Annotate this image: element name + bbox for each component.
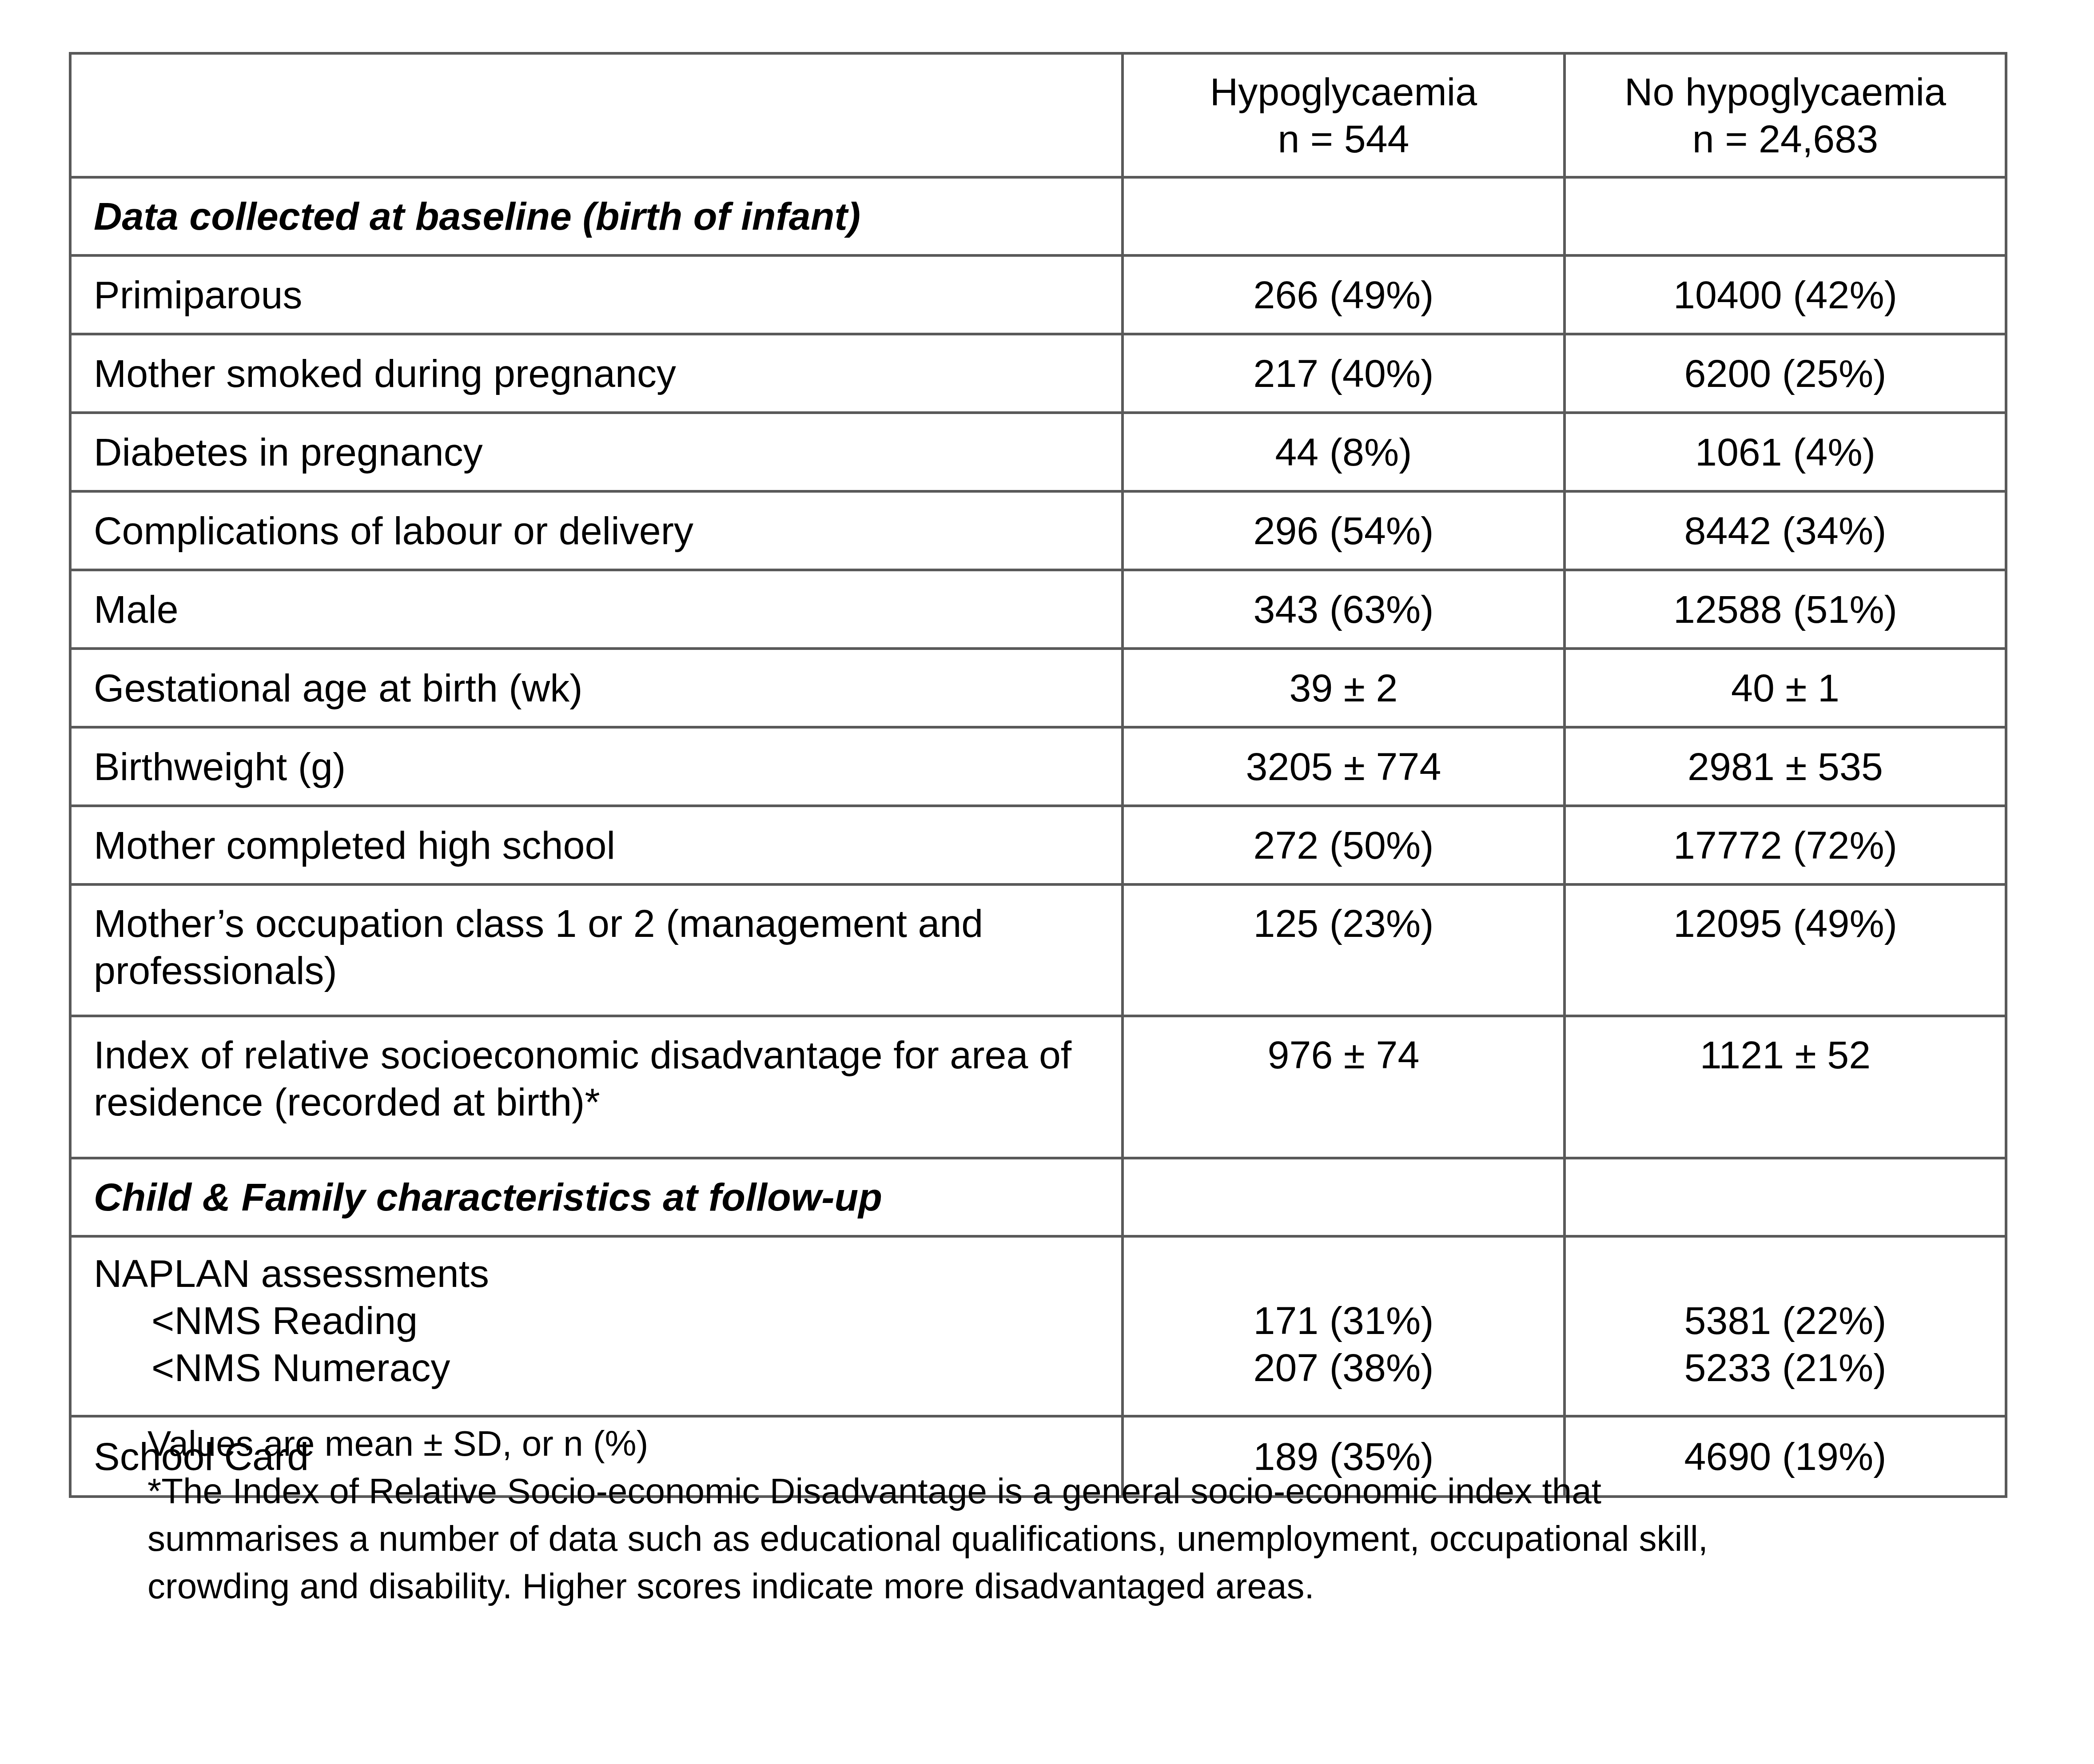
row-label: NAPLAN assessments <NMS Reading <NMS Num… <box>70 1236 1123 1416</box>
spacer-line <box>1128 1250 1559 1297</box>
table-row-mother-high-school: Mother completed high school 272 (50%) 1… <box>70 806 2006 884</box>
cell-no-hypo: 2981 ± 535 <box>1565 727 2006 806</box>
table-row-gestational-age: Gestational age at birth (wk) 39 ± 2 40 … <box>70 649 2006 727</box>
header-empty-cell <box>70 53 1123 177</box>
footnote-asterisk-line-3: crowding and disability. Higher scores i… <box>147 1562 1708 1610</box>
row-label: Complications of labour or delivery <box>70 491 1123 570</box>
table-row-mother-smoked: Mother smoked during pregnancy 217 (40%)… <box>70 334 2006 413</box>
table-footnotes: Values are mean ± SD, or n (%) *The Inde… <box>147 1420 1708 1610</box>
cell-no-hypo: 10400 (42%) <box>1565 255 2006 334</box>
cell-hypo: 44 (8%) <box>1123 413 1565 491</box>
row-label: Mother smoked during pregnancy <box>70 334 1123 413</box>
cell-no-hypo: 6200 (25%) <box>1565 334 2006 413</box>
cell-no-hypo: 8442 (34%) <box>1565 491 2006 570</box>
header-no-hypoglycaemia-title: No hypoglycaemia <box>1570 68 2000 115</box>
table-row-socioeconomic-index: Index of relative socioeconomic disadvan… <box>70 1016 2006 1158</box>
section-label: Child & Family characteristics at follow… <box>70 1158 1123 1236</box>
naplan-numeracy-no-hypo: 5233 (21%) <box>1570 1344 2000 1391</box>
cell-no-hypo: 12095 (49%) <box>1565 884 2006 1016</box>
row-label: Diabetes in pregnancy <box>70 413 1123 491</box>
header-hypoglycaemia: Hypoglycaemia n = 544 <box>1123 53 1565 177</box>
naplan-numeracy-label: <NMS Numeracy <box>94 1344 1105 1391</box>
cell-no-hypo: 1061 (4%) <box>1565 413 2006 491</box>
baseline-characteristics-table: Hypoglycaemia n = 544 No hypoglycaemia n… <box>69 52 2007 1498</box>
cell-hypo: 125 (23%) <box>1123 884 1565 1016</box>
table-row-mother-occupation: Mother’s occupation class 1 or 2 (manage… <box>70 884 2006 1016</box>
table-row-naplan: NAPLAN assessments <NMS Reading <NMS Num… <box>70 1236 2006 1416</box>
footnote-asterisk-line-1: *The Index of Relative Socio-economic Di… <box>147 1467 1708 1515</box>
cell-no-hypo: 17772 (72%) <box>1565 806 2006 884</box>
row-label: Index of relative socioeconomic disadvan… <box>70 1016 1123 1158</box>
row-label: Mother completed high school <box>70 806 1123 884</box>
row-label: Gestational age at birth (wk) <box>70 649 1123 727</box>
empty-cell <box>1123 177 1565 255</box>
table-row-primiparous: Primiparous 266 (49%) 10400 (42%) <box>70 255 2006 334</box>
footnote-asterisk-line-2: summarises a number of data such as educ… <box>147 1515 1708 1562</box>
section-row-baseline: Data collected at baseline (birth of inf… <box>70 177 2006 255</box>
table-header-row: Hypoglycaemia n = 544 No hypoglycaemia n… <box>70 53 2006 177</box>
empty-cell <box>1123 1158 1565 1236</box>
header-no-hypoglycaemia-n: n = 24,683 <box>1570 115 2000 163</box>
naplan-numeracy-hypo: 207 (38%) <box>1128 1344 1559 1391</box>
cell-hypo: 266 (49%) <box>1123 255 1565 334</box>
cell-hypo: 272 (50%) <box>1123 806 1565 884</box>
cell-no-hypo: 40 ± 1 <box>1565 649 2006 727</box>
section-row-followup: Child & Family characteristics at follow… <box>70 1158 2006 1236</box>
row-label: Primiparous <box>70 255 1123 334</box>
cell-hypo: 296 (54%) <box>1123 491 1565 570</box>
table-row-male: Male 343 (63%) 12588 (51%) <box>70 570 2006 649</box>
naplan-title: NAPLAN assessments <box>94 1250 1105 1297</box>
cell-no-hypo: 12588 (51%) <box>1565 570 2006 649</box>
spacer-line <box>1570 1250 2000 1297</box>
document-page: Hypoglycaemia n = 544 No hypoglycaemia n… <box>0 0 2094 1764</box>
empty-cell <box>1565 177 2006 255</box>
section-label: Data collected at baseline (birth of inf… <box>70 177 1123 255</box>
cell-hypo: 171 (31%) 207 (38%) <box>1123 1236 1565 1416</box>
cell-hypo: 39 ± 2 <box>1123 649 1565 727</box>
cell-hypo: 976 ± 74 <box>1123 1016 1565 1158</box>
table-row-birthweight: Birthweight (g) 3205 ± 774 2981 ± 535 <box>70 727 2006 806</box>
row-label-text: Index of relative socioeconomic disadvan… <box>94 1033 1071 1124</box>
naplan-reading-no-hypo: 5381 (22%) <box>1570 1297 2000 1344</box>
row-label-text: Mother’s occupation class 1 or 2 (manage… <box>94 901 983 992</box>
table-row-complications: Complications of labour or delivery 296 … <box>70 491 2006 570</box>
cell-hypo: 343 (63%) <box>1123 570 1565 649</box>
cell-no-hypo: 1121 ± 52 <box>1565 1016 2006 1158</box>
cell-hypo: 3205 ± 774 <box>1123 727 1565 806</box>
header-hypoglycaemia-n: n = 544 <box>1128 115 1559 163</box>
row-label: Birthweight (g) <box>70 727 1123 806</box>
header-hypoglycaemia-title: Hypoglycaemia <box>1128 68 1559 115</box>
naplan-reading-hypo: 171 (31%) <box>1128 1297 1559 1344</box>
footnote-values: Values are mean ± SD, or n (%) <box>147 1420 1708 1467</box>
naplan-reading-label: <NMS Reading <box>94 1297 1105 1344</box>
row-label: Male <box>70 570 1123 649</box>
row-label: Mother’s occupation class 1 or 2 (manage… <box>70 884 1123 1016</box>
empty-cell <box>1565 1158 2006 1236</box>
cell-no-hypo: 5381 (22%) 5233 (21%) <box>1565 1236 2006 1416</box>
table-row-diabetes: Diabetes in pregnancy 44 (8%) 1061 (4%) <box>70 413 2006 491</box>
cell-hypo: 217 (40%) <box>1123 334 1565 413</box>
header-no-hypoglycaemia: No hypoglycaemia n = 24,683 <box>1565 53 2006 177</box>
